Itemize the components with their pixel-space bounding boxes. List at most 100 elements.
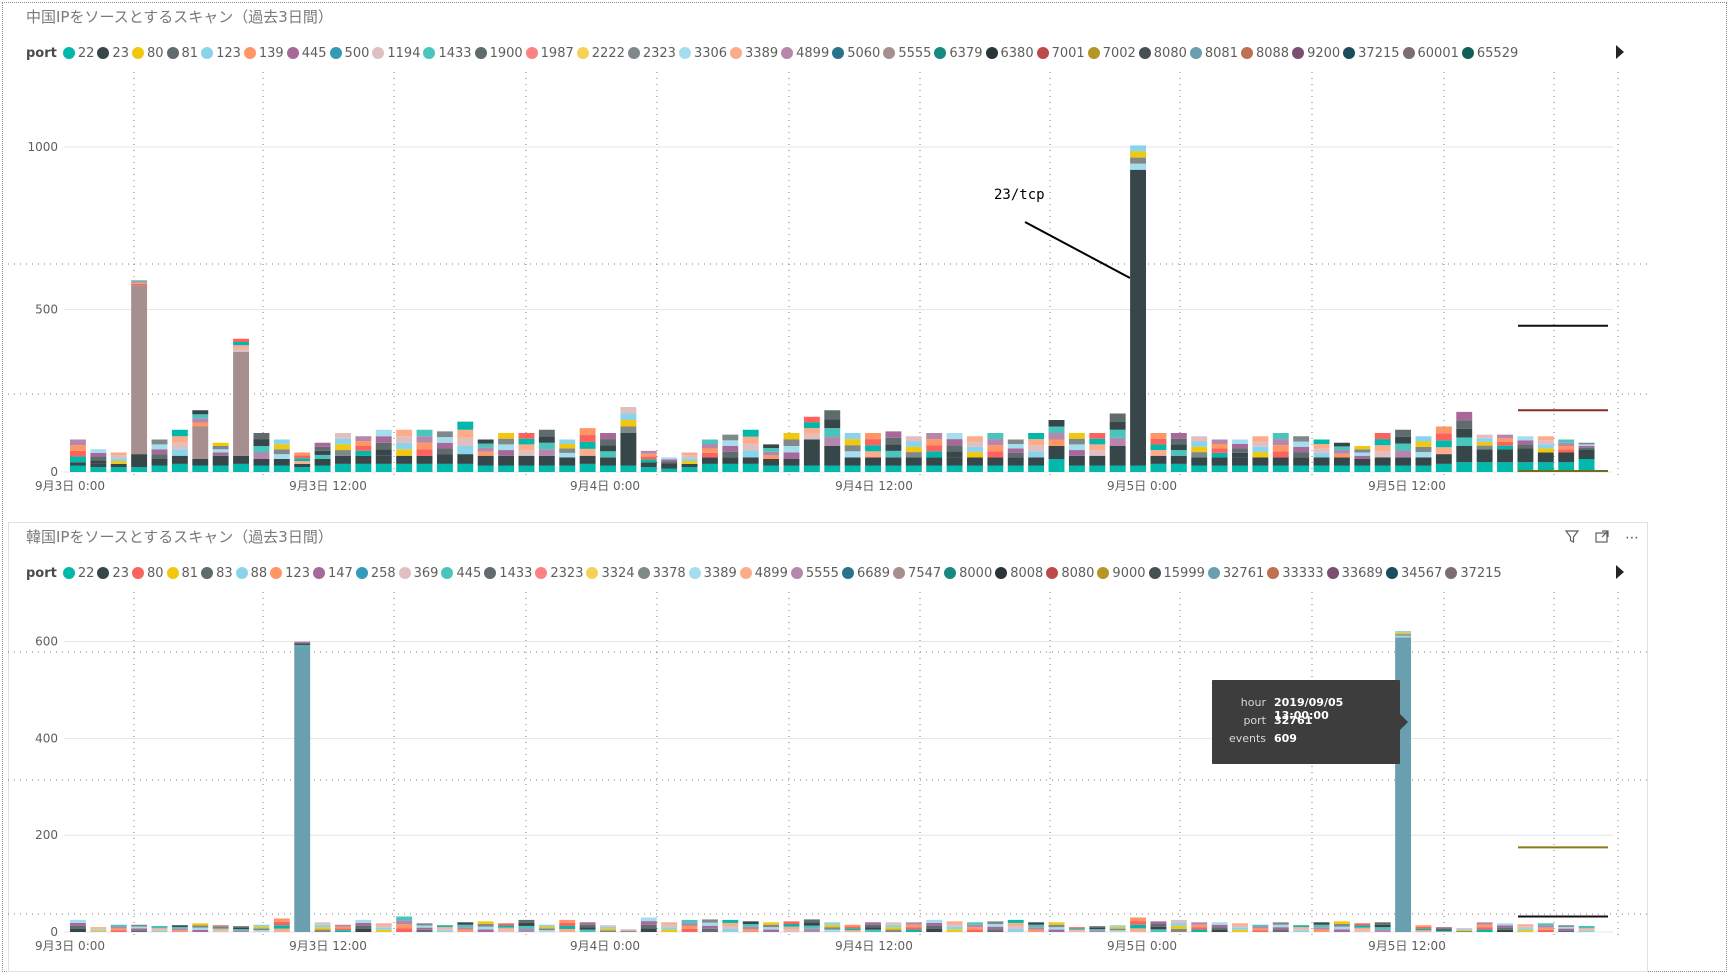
legend-item[interactable]: 37215 xyxy=(1445,566,1502,581)
legend-item[interactable]: 5555 xyxy=(883,46,931,61)
legend-item[interactable]: 1433 xyxy=(484,566,532,581)
bar-segment xyxy=(538,442,555,450)
china-scan-visual[interactable]: 中国IPをソースとするスキャン（過去3日間） port 22 23 80 81 123 1… xyxy=(8,2,1648,522)
legend-item[interactable]: 2323 xyxy=(535,566,583,581)
legend-item[interactable]: 65529 xyxy=(1461,46,1518,61)
legend-item[interactable]: 1194 xyxy=(372,46,420,61)
legend-item[interactable]: 9000 xyxy=(1097,566,1146,581)
legend-item[interactable]: 3389 xyxy=(730,46,778,61)
legend-item[interactable]: 88 xyxy=(235,566,267,581)
legend-item[interactable]: 22 xyxy=(62,46,94,61)
legend-item[interactable]: 6379 xyxy=(934,46,983,61)
legend-item[interactable]: 83 xyxy=(201,566,233,581)
bar-segment xyxy=(926,928,943,932)
x-tick-label: 9月5日 0:00 xyxy=(1107,479,1177,493)
legend-next-arrow-icon[interactable] xyxy=(1616,45,1624,59)
legend-item[interactable]: 8081 xyxy=(1189,46,1238,61)
korea-scan-visual[interactable]: 韓国IPをソースとするスキャン（過去3日間） ⋯ port 22 23 80 81 83… xyxy=(8,522,1648,972)
legend-item[interactable]: 81 xyxy=(166,566,198,581)
legend-item[interactable]: 32761 xyxy=(1207,566,1264,581)
legend-item[interactable]: 2323 xyxy=(627,46,676,61)
bar-segment xyxy=(926,465,943,472)
more-options-icon[interactable]: ⋯ xyxy=(1625,530,1639,546)
legend-item[interactable]: 33689 xyxy=(1326,566,1383,581)
legend-item[interactable]: 80 xyxy=(131,46,164,61)
bar-segment xyxy=(253,928,270,931)
legend-item[interactable]: 37215 xyxy=(1343,46,1400,61)
bar-segment xyxy=(824,922,841,925)
bar-segment xyxy=(110,452,127,456)
legend-item[interactable]: 369 xyxy=(398,566,438,581)
legend-item[interactable]: 3306 xyxy=(678,46,727,61)
legend-item[interactable]: 258 xyxy=(355,566,396,581)
legend-item[interactable]: 60001 xyxy=(1402,46,1459,61)
legend-item[interactable]: 33333 xyxy=(1267,566,1324,581)
bar-segment xyxy=(742,443,759,451)
legend-item[interactable]: 3378 xyxy=(637,566,686,581)
bar-segment xyxy=(640,924,657,929)
legend-item[interactable]: 8080 xyxy=(1138,46,1187,61)
bar-segment xyxy=(1435,928,1452,930)
legend-item[interactable]: 7001 xyxy=(1036,46,1085,61)
bar-segment xyxy=(559,448,576,453)
legend-item[interactable]: 3324 xyxy=(586,566,635,581)
plot-area[interactable]: 0 500 1000 9月3日 0:00 9月3日 12:00 9月4日 0:00 9月4日… xyxy=(8,2,1648,522)
bar-segment xyxy=(640,462,657,468)
legend-item[interactable]: 445 xyxy=(441,566,481,581)
legend-label: 34567 xyxy=(1400,565,1443,581)
legend-item[interactable]: 1987 xyxy=(525,46,574,61)
bar-segment xyxy=(946,439,963,446)
bar-segment xyxy=(498,438,515,445)
bar-segment xyxy=(946,929,963,932)
bar-segment xyxy=(1333,924,1350,927)
bar-segment xyxy=(1395,443,1412,451)
bar-segment xyxy=(1272,924,1289,928)
legend-item[interactable]: 9200 xyxy=(1292,46,1340,61)
bar-segment xyxy=(579,448,596,456)
legend-item[interactable]: 123 xyxy=(270,566,310,581)
legend-item[interactable]: 81 xyxy=(166,46,198,61)
legend-item[interactable]: 6689 xyxy=(841,566,890,581)
legend-item[interactable]: 34567 xyxy=(1385,565,1443,581)
legend-swatch xyxy=(1292,47,1305,59)
legend-item[interactable]: 147 xyxy=(312,566,353,581)
plot-area[interactable]: 0 200 400 600 9月3日 0:00 9月3日 12:00 9月4日 0:00 9月… xyxy=(8,522,1648,972)
legend-label: 8080 xyxy=(1061,565,1095,581)
bar-segment xyxy=(1211,443,1228,449)
legend-item[interactable]: 3389 xyxy=(688,566,737,581)
legend-item[interactable]: 80 xyxy=(131,566,164,581)
legend-item[interactable]: 5555 xyxy=(790,566,839,581)
bar-segment xyxy=(273,465,290,472)
bar-segment xyxy=(987,445,1004,452)
legend-item[interactable]: 7547 xyxy=(893,566,941,581)
legend-item[interactable]: 2222 xyxy=(576,46,625,61)
legend-item[interactable]: 5060 xyxy=(832,46,880,61)
legend-item[interactable]: 8000 xyxy=(944,566,992,581)
legend-item[interactable]: 23 xyxy=(97,566,129,581)
filter-icon[interactable] xyxy=(1564,530,1580,548)
legend-item[interactable]: 23 xyxy=(97,46,129,61)
legend-item[interactable]: 8008 xyxy=(995,566,1043,581)
bar-segment xyxy=(1130,928,1147,932)
legend-item[interactable]: 500 xyxy=(329,46,369,61)
bar-segment xyxy=(294,642,311,645)
bar-segment xyxy=(314,922,331,925)
legend-item[interactable]: 1900 xyxy=(474,46,523,61)
legend-item[interactable]: 123 xyxy=(201,46,241,61)
legend-item[interactable]: 8080 xyxy=(1046,566,1094,581)
legend-item[interactable]: 8088 xyxy=(1240,46,1289,61)
legend-item[interactable]: 445 xyxy=(286,46,327,61)
bar-segment xyxy=(661,463,678,466)
bar-segment xyxy=(905,929,922,932)
legend-item[interactable]: 22 xyxy=(62,566,94,581)
focus-mode-icon[interactable] xyxy=(1594,530,1610,548)
legend-item[interactable]: 6380 xyxy=(985,46,1034,61)
legend-item[interactable]: 15999 xyxy=(1148,566,1205,581)
legend-item[interactable]: 4899 xyxy=(739,566,788,581)
legend-item[interactable]: 1433 xyxy=(423,46,472,61)
legend-swatch xyxy=(131,567,144,579)
legend-item[interactable]: 4899 xyxy=(781,46,829,61)
legend-item[interactable]: 7002 xyxy=(1087,46,1136,61)
legend-next-arrow-icon[interactable] xyxy=(1616,565,1624,579)
legend-item[interactable]: 139 xyxy=(243,46,284,61)
